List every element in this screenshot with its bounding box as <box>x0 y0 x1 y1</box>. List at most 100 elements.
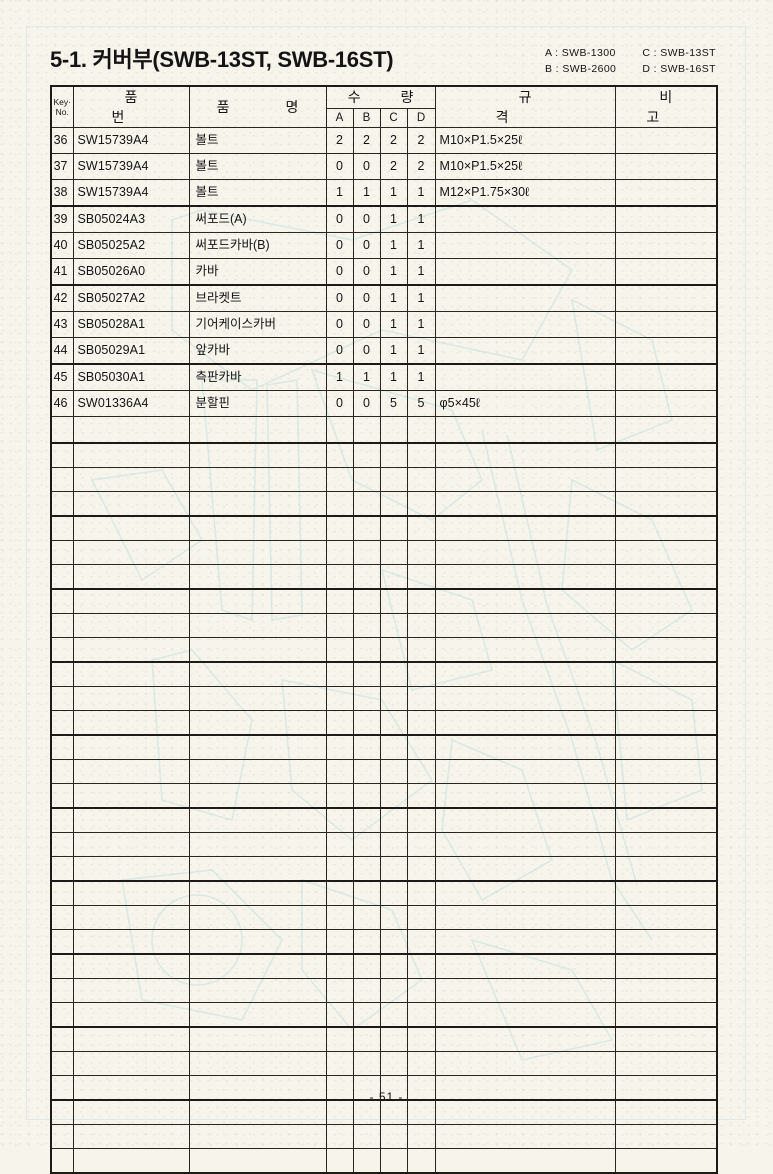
cell-qty-b <box>352 515 381 541</box>
cell-qty-c <box>379 467 408 492</box>
cell-qty-a: 0 <box>325 232 354 259</box>
cell-spec <box>434 515 616 541</box>
header-row-top: Key· No. 품 번 품 명 수 량 규 격 비 고 <box>50 85 718 128</box>
cell-qty-b: 1 <box>352 179 381 207</box>
cell-part-number <box>72 978 190 1003</box>
cell-spec <box>434 686 616 711</box>
table-row <box>50 416 718 444</box>
cell-note <box>614 1124 718 1149</box>
cell-qty-c: 1 <box>379 284 408 312</box>
cell-qty-a <box>325 807 354 833</box>
table-row <box>50 588 718 614</box>
table-row: 45 SB05030A1 측판카바 1 1 1 1 <box>50 363 718 391</box>
cell-qty-c <box>379 564 408 590</box>
cell-key-no <box>50 1002 74 1028</box>
cell-qty-b <box>352 416 381 444</box>
cell-part-name <box>188 467 327 492</box>
cell-key-no <box>50 637 74 663</box>
cell-qty-d <box>406 416 436 444</box>
table-row: 41 SB05026A0 카바 0 0 1 1 <box>50 258 718 286</box>
cell-qty-d <box>406 832 436 857</box>
cell-spec <box>434 442 616 468</box>
cell-key-no <box>50 540 74 565</box>
cell-qty-b: 0 <box>352 390 381 417</box>
cell-qty-c <box>379 540 408 565</box>
cell-spec <box>434 1075 616 1101</box>
cell-qty-d <box>406 734 436 760</box>
cell-part-number <box>72 1026 190 1052</box>
cell-spec <box>434 363 616 391</box>
header-row-qty: A B C D <box>51 107 717 129</box>
cell-note <box>614 491 718 517</box>
legend-key-a: A <box>544 47 552 59</box>
cell-qty-c <box>379 1124 408 1149</box>
cell-qty-a: 0 <box>325 205 354 233</box>
cell-qty-a <box>325 416 354 444</box>
cell-key-no <box>50 686 74 711</box>
cell-qty-a <box>325 1026 354 1052</box>
cell-qty-d <box>406 807 436 833</box>
cell-part-name <box>188 832 327 857</box>
cell-spec <box>434 807 616 833</box>
cell-qty-d <box>406 588 436 614</box>
cell-spec <box>434 759 616 784</box>
cell-qty-c: 1 <box>379 205 408 233</box>
header-key-no: Key· No. <box>50 85 74 128</box>
cell-qty-a: 1 <box>325 363 354 391</box>
table-row <box>50 759 718 784</box>
table-row <box>50 1026 718 1052</box>
table-row <box>50 1002 718 1028</box>
table-body: 36 SW15739A4 볼트 2 2 2 2 M10×P1.5×25ℓ 37 SW15739A4… <box>50 127 718 1174</box>
cell-qty-a <box>325 564 354 590</box>
cell-qty-b <box>352 880 381 906</box>
cell-qty-c: 2 <box>379 127 408 154</box>
cell-note <box>614 613 718 638</box>
cell-qty-d <box>406 540 436 565</box>
header-quantity: 수 량 <box>325 85 436 109</box>
cell-spec <box>434 232 616 259</box>
cell-part-name <box>188 442 327 468</box>
header-qty-c: C <box>379 107 408 129</box>
cell-part-name <box>188 856 327 882</box>
cell-key-no <box>50 880 74 906</box>
model-legend: A : SWB-1300 C : SWB-13ST B : SWB-2600 D… <box>545 45 716 77</box>
legend-model-c: SWB-13ST <box>660 47 716 59</box>
cell-key-no: 36 <box>50 127 74 154</box>
cell-key-no: 45 <box>50 363 74 391</box>
cell-qty-d <box>406 491 436 517</box>
cell-qty-b: 2 <box>352 127 381 154</box>
cell-part-name <box>188 416 327 444</box>
cell-qty-a <box>325 759 354 784</box>
cell-part-number <box>72 491 190 517</box>
cell-spec: φ5×45ℓ <box>434 390 616 417</box>
cell-spec <box>434 905 616 930</box>
cell-key-no: 38 <box>50 179 74 207</box>
cell-qty-b <box>352 588 381 614</box>
cell-qty-c <box>379 588 408 614</box>
header-note: 비 고 <box>614 85 718 128</box>
cell-qty-a <box>325 905 354 930</box>
cell-qty-b <box>352 1026 381 1052</box>
cell-key-no <box>50 1148 74 1174</box>
cell-qty-d: 2 <box>406 153 436 180</box>
cell-note <box>614 179 718 207</box>
cell-qty-a <box>325 1051 354 1076</box>
cell-part-name <box>188 1148 327 1174</box>
cell-qty-b: 0 <box>352 232 381 259</box>
cell-spec <box>434 953 616 979</box>
cell-qty-b: 0 <box>352 153 381 180</box>
cell-part-name <box>188 929 327 955</box>
cell-qty-b: 0 <box>352 337 381 365</box>
cell-part-name <box>188 540 327 565</box>
cell-key-no <box>50 832 74 857</box>
cell-part-number: SB05024A3 <box>72 205 190 233</box>
table-row: 38 SW15739A4 볼트 1 1 1 1 M12×P1.75×30ℓ <box>50 179 718 207</box>
cell-qty-c <box>379 832 408 857</box>
cell-part-number <box>72 710 190 736</box>
cell-note <box>614 467 718 492</box>
cell-qty-c: 1 <box>379 337 408 365</box>
cell-qty-b <box>352 686 381 711</box>
cell-qty-a <box>325 637 354 663</box>
cell-qty-b <box>352 832 381 857</box>
cell-qty-a: 0 <box>325 153 354 180</box>
